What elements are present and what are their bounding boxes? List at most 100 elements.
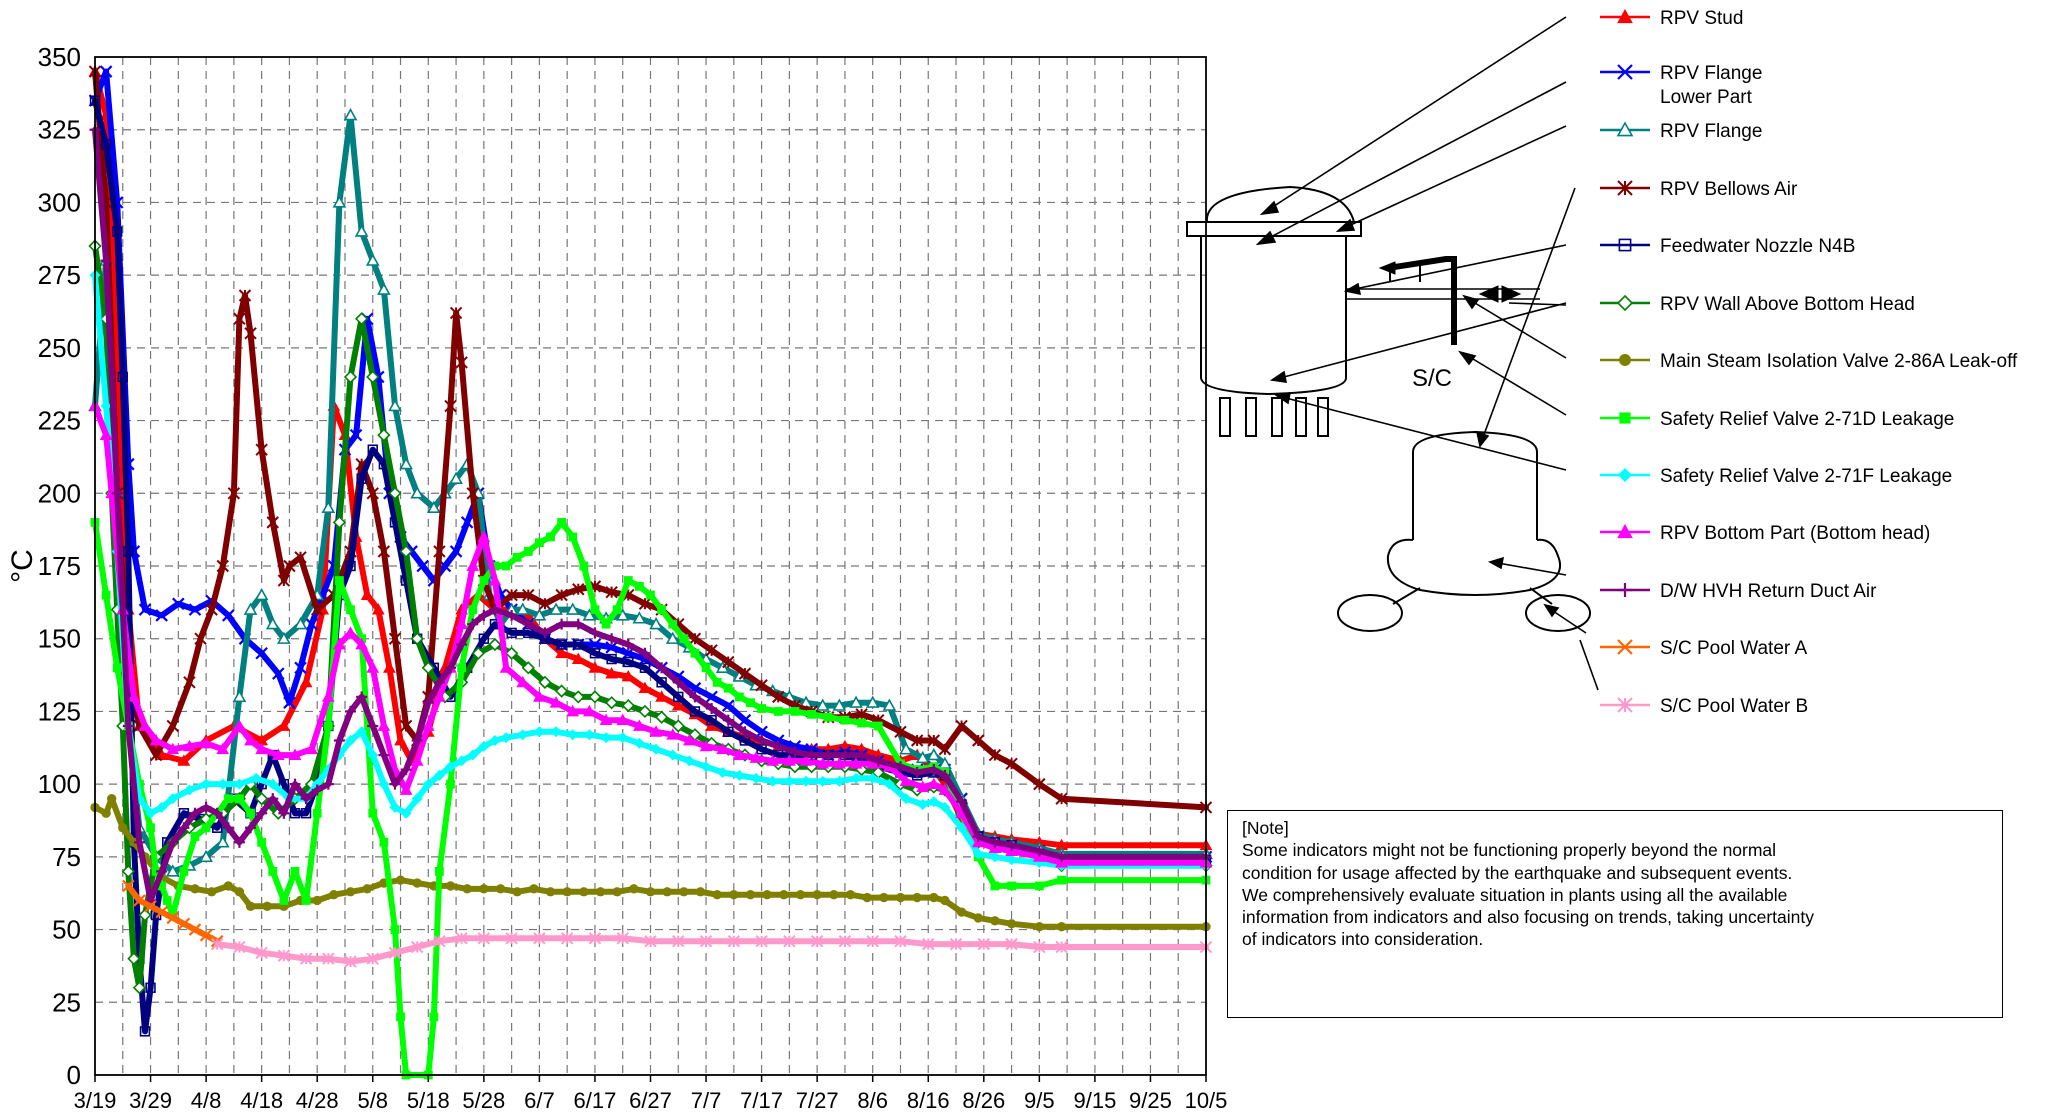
data-point — [612, 887, 622, 897]
data-point — [529, 884, 539, 894]
data-point — [395, 875, 406, 885]
data-point — [106, 794, 117, 804]
y-tick-label: 200 — [38, 478, 81, 508]
data-point — [426, 500, 441, 514]
data-point — [617, 732, 629, 744]
data-point — [833, 757, 846, 769]
x-tick-label: 5/28 — [462, 1088, 505, 1112]
data-point — [399, 783, 413, 795]
x-tick-label: 7/17 — [740, 1088, 783, 1112]
data-point — [939, 801, 951, 813]
data-point — [929, 892, 939, 903]
data-point — [449, 471, 463, 484]
data-point — [632, 611, 647, 624]
rpv-vessel-head — [1205, 185, 1355, 223]
data-point — [244, 733, 257, 746]
data-point — [638, 681, 652, 694]
data-point — [167, 793, 179, 805]
data-point — [212, 822, 223, 833]
data-point — [1617, 64, 1633, 80]
data-point — [400, 764, 412, 776]
data-point — [300, 808, 312, 819]
data-point — [146, 823, 155, 833]
data-point — [833, 775, 845, 787]
data-point — [244, 327, 257, 340]
data-point — [739, 726, 751, 738]
data-point — [144, 900, 157, 913]
data-point — [956, 907, 967, 917]
data-point — [745, 889, 756, 900]
data-point — [616, 713, 630, 726]
data-point — [1619, 354, 1631, 366]
data-point — [112, 663, 122, 673]
legend-label: S/C Pool Water A — [1660, 638, 1807, 659]
data-point — [162, 896, 172, 905]
y-tick-label: 300 — [38, 187, 81, 217]
data-point — [723, 726, 734, 737]
legend-label: Feedwater Nozzle N4B — [1660, 236, 1855, 257]
data-point — [638, 704, 652, 719]
data-point — [410, 632, 424, 646]
data-point — [545, 887, 556, 897]
data-point — [671, 719, 685, 733]
data-point — [366, 952, 379, 965]
legend-item: Main Steam Isolation Valve 2-86A Leak-of… — [1600, 351, 2018, 372]
note-box: [Note] Some indicators might not be func… — [1227, 810, 2003, 1018]
data-point — [579, 887, 589, 897]
data-point — [166, 719, 179, 733]
data-point — [234, 887, 245, 897]
data-point — [806, 749, 818, 761]
data-point — [177, 754, 191, 766]
data-point — [245, 822, 257, 834]
data-point — [506, 609, 518, 621]
data-point — [333, 735, 345, 747]
x-tick-label: 6/17 — [574, 1088, 617, 1112]
data-point — [467, 618, 479, 630]
data-point — [733, 769, 745, 781]
data-point — [477, 530, 491, 542]
data-point — [488, 574, 502, 586]
data-point — [200, 801, 212, 813]
data-point — [383, 661, 396, 673]
sc-label: S/C — [1412, 365, 1452, 392]
data-point — [699, 739, 713, 752]
data-point — [583, 729, 595, 741]
legend-label: Safety Relief Valve 2-71F Leakage — [1660, 466, 1952, 487]
data-point — [800, 775, 812, 787]
data-point — [332, 195, 347, 208]
data-point — [433, 769, 445, 781]
data-point — [928, 764, 940, 776]
data-point — [816, 757, 830, 769]
data-point — [533, 726, 545, 738]
data-point — [879, 892, 889, 903]
data-point — [100, 139, 112, 150]
rpv-bottom-legs — [1219, 397, 1329, 437]
data-point — [989, 836, 1001, 848]
data-point — [605, 667, 618, 679]
y-tick-label: 350 — [38, 42, 81, 72]
data-point — [366, 661, 380, 673]
series — [90, 794, 1211, 932]
data-point — [767, 775, 779, 787]
data-point — [101, 590, 111, 600]
data-point — [471, 646, 485, 660]
data-point — [243, 602, 258, 615]
data-point — [416, 559, 430, 573]
data-point — [394, 733, 407, 746]
data-point — [1619, 412, 1631, 424]
data-point — [345, 887, 356, 897]
data-point — [277, 719, 291, 731]
data-point — [1056, 851, 1068, 863]
data-point — [216, 742, 230, 755]
data-point — [605, 641, 618, 654]
data-point — [599, 713, 613, 726]
data-point — [1005, 757, 1018, 770]
legend-label: RPV Bottom Part (Bottom head) — [1660, 523, 1930, 544]
data-point — [916, 780, 930, 792]
data-point — [479, 884, 489, 894]
data-point — [377, 282, 391, 295]
legend-item: Safety Relief Valve 2-71F Leakage — [1600, 466, 1952, 487]
x-tick-label: 8/16 — [907, 1088, 950, 1112]
data-point — [356, 473, 367, 484]
data-point — [512, 887, 522, 897]
